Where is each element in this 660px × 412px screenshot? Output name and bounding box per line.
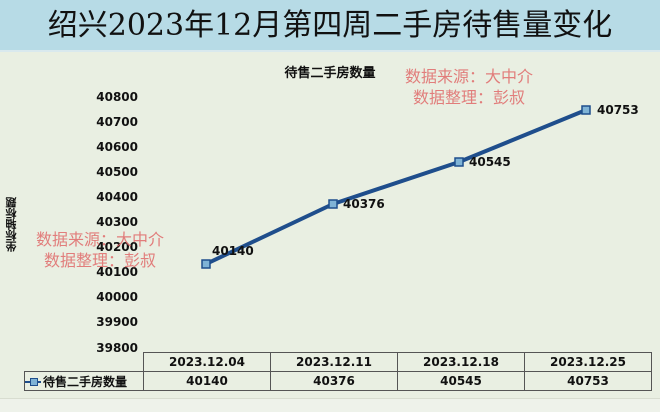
data-label: 40545 bbox=[469, 155, 511, 169]
chart-title: 待售二手房数量 bbox=[284, 66, 376, 81]
series-line bbox=[205, 108, 587, 266]
watermark-line: 数据来源：大中介 bbox=[36, 230, 165, 249]
y-tick: 40100 bbox=[96, 265, 138, 279]
table-header: 2023.12.25 bbox=[524, 352, 652, 372]
legend-line-marker-icon bbox=[25, 378, 41, 386]
y-tick: 40700 bbox=[96, 115, 138, 129]
data-label: 40376 bbox=[343, 197, 385, 211]
y-tick: 40500 bbox=[96, 165, 138, 179]
data-point-marker bbox=[454, 157, 464, 167]
data-table: 2023.12.04 2023.12.11 2023.12.18 2023.12… bbox=[24, 352, 652, 391]
y-tick: 40000 bbox=[96, 290, 138, 304]
table-header: 2023.12.11 bbox=[270, 352, 398, 372]
watermark-line: 数据整理：彭叔 bbox=[44, 251, 157, 270]
data-point-marker bbox=[328, 199, 338, 209]
y-tick: 40800 bbox=[96, 90, 138, 104]
chart-area bbox=[0, 54, 660, 411]
table-corner bbox=[24, 352, 144, 372]
table-header: 2023.12.18 bbox=[397, 352, 525, 372]
data-label: 40753 bbox=[597, 103, 639, 117]
watermark: 数据来源：大中介 数据整理：彭叔 bbox=[36, 229, 164, 271]
table-header-row: 2023.12.04 2023.12.11 2023.12.18 2023.12… bbox=[24, 352, 652, 372]
series-label: 待售二手房数量 bbox=[43, 374, 128, 389]
y-tick: 40200 bbox=[96, 240, 138, 254]
table-row: 待售二手房数量 40140 40376 40545 40753 bbox=[24, 371, 652, 391]
table-cell: 40753 bbox=[524, 371, 652, 391]
data-label: 40140 bbox=[212, 244, 254, 258]
data-point-marker bbox=[581, 105, 591, 115]
bottom-strip bbox=[0, 398, 660, 412]
table-header: 2023.12.04 bbox=[143, 352, 271, 372]
watermark: 数据来源：大中介 数据整理：彭叔 bbox=[405, 66, 533, 108]
y-tick: 40300 bbox=[96, 215, 138, 229]
watermark-line: 数据来源：大中介 bbox=[405, 67, 534, 86]
title-banner: 绍兴2023年12月第四周二手房待售量变化 bbox=[0, 0, 660, 52]
watermark-line: 数据整理：彭叔 bbox=[413, 88, 526, 107]
y-tick: 40400 bbox=[96, 190, 138, 204]
y-tick: 39800 bbox=[96, 341, 138, 355]
y-tick: 39900 bbox=[96, 315, 138, 329]
table-cell: 40376 bbox=[270, 371, 398, 391]
legend-entry: 待售二手房数量 bbox=[24, 371, 144, 391]
table-cell: 40140 bbox=[143, 371, 271, 391]
data-markers bbox=[201, 105, 591, 269]
table-cell: 40545 bbox=[397, 371, 525, 391]
data-point-marker bbox=[201, 259, 211, 269]
page-title: 绍兴2023年12月第四周二手房待售量变化 bbox=[47, 8, 613, 43]
y-tick: 40600 bbox=[96, 140, 138, 154]
